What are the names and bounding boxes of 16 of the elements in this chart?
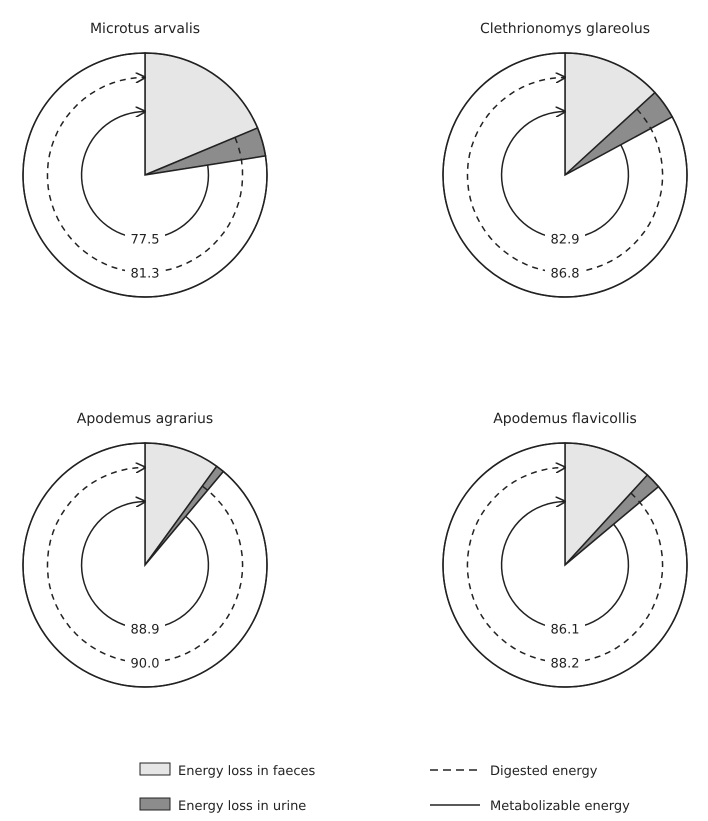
chart-title: Clethrionomys glareolus — [480, 21, 650, 37]
text: Energy loss in faeces — [178, 764, 316, 779]
text: 77.5 — [130, 232, 160, 248]
chart-title: Apodemus flavicollis — [493, 411, 637, 427]
chart-title: Apodemus agrarius — [76, 411, 214, 427]
text: Digested energy — [490, 764, 598, 779]
text: 88.9 — [130, 622, 160, 638]
text: 86.8 — [550, 266, 580, 282]
text: 90.0 — [130, 656, 160, 672]
text: Energy loss in urine — [178, 799, 306, 814]
text: 81.3 — [130, 266, 160, 282]
chart-title: Microtus arvalis — [90, 21, 200, 37]
text: Metabolizable energy — [490, 799, 630, 814]
text: 82.9 — [550, 232, 580, 248]
text: 88.2 — [550, 656, 580, 672]
text: 86.1 — [550, 622, 580, 638]
